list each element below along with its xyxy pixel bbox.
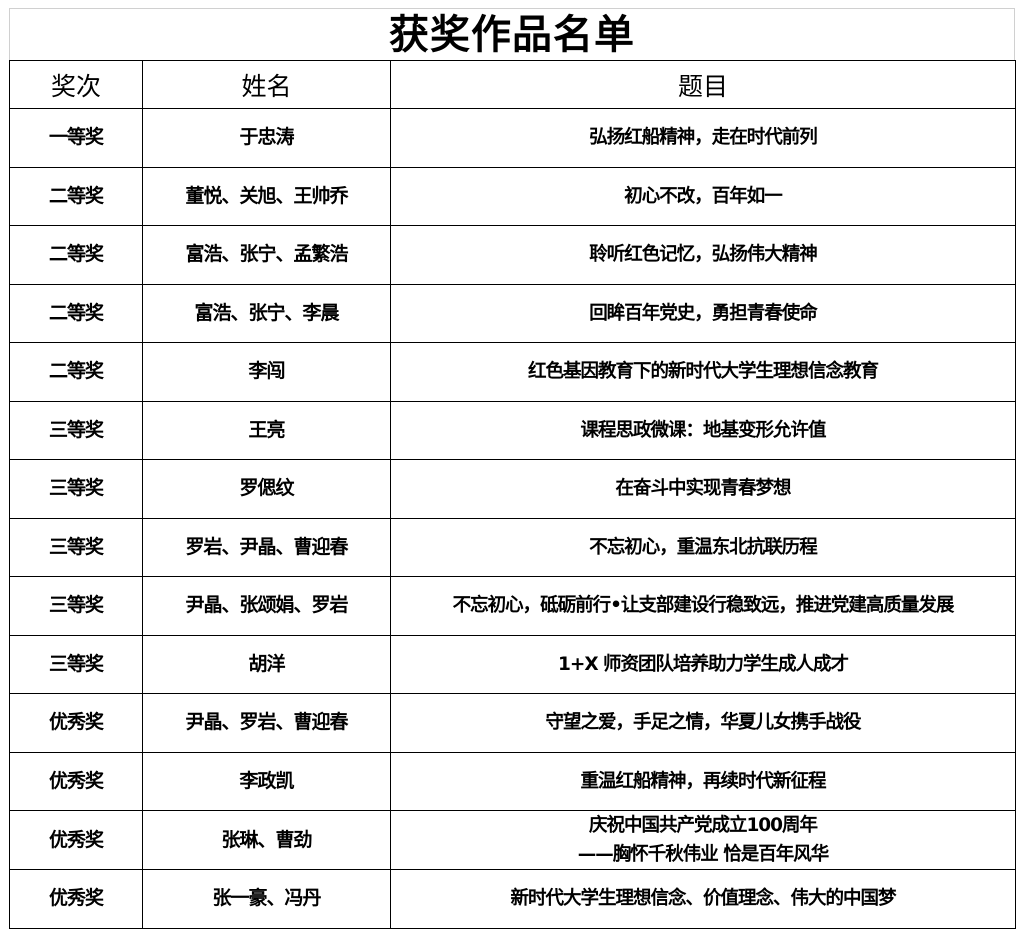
- topic-line: 新时代大学生理想信念、价值理念、伟大的中国梦: [510, 888, 896, 910]
- award-cell: 二等奖: [9, 342, 143, 402]
- table-header-row: 奖次 姓名 题目: [9, 60, 1016, 109]
- award-cell: 二等奖: [9, 166, 143, 226]
- topic-line: 回眸百年党史，勇担青春使命: [589, 302, 818, 324]
- topic-line: 1+X 师资团队培养助力学生成人成才: [557, 653, 849, 675]
- topic-cell: 弘扬红船精神，走在时代前列: [390, 108, 1016, 168]
- topic-line: 红色基因教育下的新时代大学生理想信念教育: [527, 361, 879, 383]
- topic-line: 初心不改，百年如一: [624, 185, 783, 207]
- table-row: 一等奖 于忠涛 弘扬红船精神，走在时代前列: [9, 108, 1016, 168]
- name-cell: 富浩、张宁、李晨: [142, 283, 391, 343]
- table-row: 二等奖 富浩、张宁、孟繁浩 聆听红色记忆，弘扬伟大精神: [9, 225, 1016, 285]
- table-row: 优秀奖 张琳、曹劲 庆祝中国共产党成立100周年 ——胸怀千秋伟业 恰是百年风华: [9, 810, 1016, 870]
- topic-cell: 回眸百年党史，勇担青春使命: [390, 283, 1016, 343]
- award-cell: 二等奖: [9, 283, 143, 343]
- name-cell: 尹晶、张颂娟、罗岩: [142, 576, 391, 636]
- name-cell: 李闯: [142, 342, 391, 402]
- name-cell: 李政凯: [142, 751, 391, 811]
- topic-cell: 守望之爱，手足之情，华夏儿女携手战役: [390, 693, 1016, 753]
- award-cell: 三等奖: [9, 517, 143, 577]
- topic-line: 不忘初心，砥砺前行•让支部建设行稳致远，推进党建高质量发展: [452, 595, 955, 617]
- award-cell: 三等奖: [9, 459, 143, 519]
- header-name: 姓名: [142, 60, 391, 109]
- topic-cell: 1+X 师资团队培养助力学生成人成才: [390, 634, 1016, 694]
- name-cell: 于忠涛: [142, 108, 391, 168]
- name-cell: 王亮: [142, 400, 391, 460]
- topic-cell: 在奋斗中实现青春梦想: [390, 459, 1016, 519]
- award-cell: 优秀奖: [9, 693, 143, 753]
- topic-line: ——胸怀千秋伟业 恰是百年风华: [577, 844, 829, 865]
- award-cell: 三等奖: [9, 576, 143, 636]
- award-cell: 三等奖: [9, 634, 143, 694]
- name-cell: 尹晶、罗岩、曹迎春: [142, 693, 391, 753]
- document-title: 获奖作品名单: [9, 8, 1015, 60]
- table-row: 三等奖 胡洋 1+X 师资团队培养助力学生成人成才: [9, 634, 1016, 694]
- award-cell: 二等奖: [9, 225, 143, 285]
- table-row: 二等奖 李闯 红色基因教育下的新时代大学生理想信念教育: [9, 342, 1016, 402]
- table-row: 二等奖 富浩、张宁、李晨 回眸百年党史，勇担青春使命: [9, 283, 1016, 343]
- table-row: 三等奖 罗岩、尹晶、曹迎春 不忘初心，重温东北抗联历程: [9, 517, 1016, 577]
- award-cell: 优秀奖: [9, 869, 143, 929]
- table-row: 三等奖 罗偲纹 在奋斗中实现青春梦想: [9, 459, 1016, 519]
- topic-line: 聆听红色记忆，弘扬伟大精神: [589, 244, 818, 266]
- topic-cell: 庆祝中国共产党成立100周年 ——胸怀千秋伟业 恰是百年风华: [390, 810, 1016, 870]
- topic-cell: 重温红船精神，再续时代新征程: [390, 751, 1016, 811]
- header-topic: 题目: [390, 60, 1016, 109]
- award-cell: 优秀奖: [9, 751, 143, 811]
- table-row: 三等奖 王亮 课程思政微课：地基变形允许值: [9, 400, 1016, 460]
- award-cell: 三等奖: [9, 400, 143, 460]
- name-cell: 罗偲纹: [142, 459, 391, 519]
- name-cell: 张一豪、冯丹: [142, 869, 391, 929]
- topic-line: 在奋斗中实现青春梦想: [615, 478, 791, 500]
- topic-cell: 红色基因教育下的新时代大学生理想信念教育: [390, 342, 1016, 402]
- table-row: 优秀奖 张一豪、冯丹 新时代大学生理想信念、价值理念、伟大的中国梦: [9, 869, 1016, 929]
- topic-cell: 课程思政微课：地基变形允许值: [390, 400, 1016, 460]
- topic-cell: 聆听红色记忆，弘扬伟大精神: [390, 225, 1016, 285]
- topic-line: 守望之爱，手足之情，华夏儿女携手战役: [545, 712, 861, 734]
- name-cell: 胡洋: [142, 634, 391, 694]
- table-row: 二等奖 董悦、关旭、王帅乔 初心不改，百年如一: [9, 166, 1016, 226]
- topic-cell: 不忘初心，砥砺前行•让支部建设行稳致远，推进党建高质量发展: [390, 576, 1016, 636]
- topic-line: 课程思政微课：地基变形允许值: [580, 419, 826, 441]
- topic-cell: 新时代大学生理想信念、价值理念、伟大的中国梦: [390, 869, 1016, 929]
- topic-line: 不忘初心，重温东北抗联历程: [589, 536, 818, 558]
- table-row: 优秀奖 尹晶、罗岩、曹迎春 守望之爱，手足之情，华夏儿女携手战役: [9, 693, 1016, 753]
- topic-line: 重温红船精神，再续时代新征程: [580, 770, 826, 792]
- topic-line: 庆祝中国共产党成立100周年: [588, 815, 818, 836]
- topic-line: 弘扬红船精神，走在时代前列: [589, 127, 818, 149]
- name-cell: 罗岩、尹晶、曹迎春: [142, 517, 391, 577]
- name-cell: 富浩、张宁、孟繁浩: [142, 225, 391, 285]
- topic-cell: 初心不改，百年如一: [390, 166, 1016, 226]
- table-row: 三等奖 尹晶、张颂娟、罗岩 不忘初心，砥砺前行•让支部建设行稳致远，推进党建高质量发…: [9, 576, 1016, 636]
- awards-table: 奖次 姓名 题目 一等奖 于忠涛 弘扬红船精神，走在时代前列 二等奖 董悦、关旭、王帅乔…: [9, 60, 1016, 929]
- topic-cell: 不忘初心，重温东北抗联历程: [390, 517, 1016, 577]
- header-award: 奖次: [9, 60, 143, 109]
- name-cell: 张琳、曹劲: [142, 810, 391, 870]
- award-cell: 一等奖: [9, 108, 143, 168]
- name-cell: 董悦、关旭、王帅乔: [142, 166, 391, 226]
- table-row: 优秀奖 李政凯 重温红船精神，再续时代新征程: [9, 751, 1016, 811]
- award-cell: 优秀奖: [9, 810, 143, 870]
